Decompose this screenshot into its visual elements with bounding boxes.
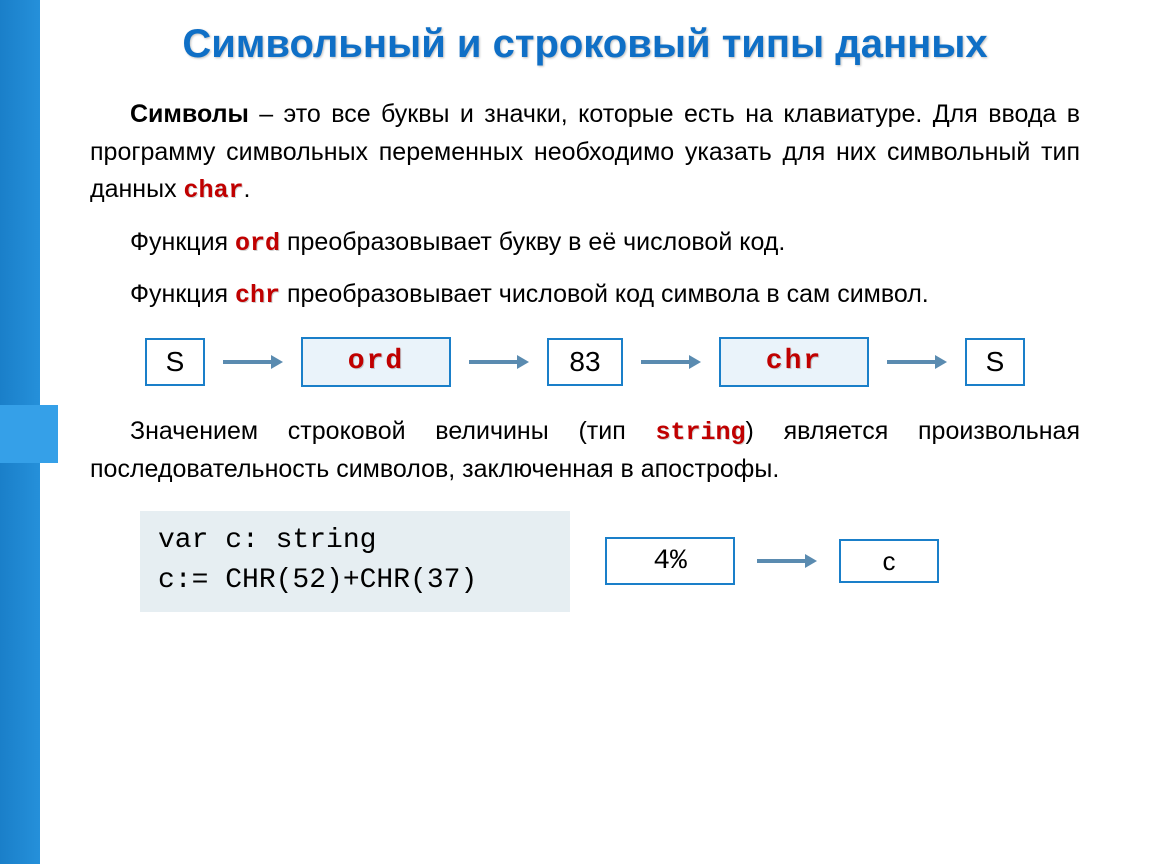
slide-content: Символьный и строковый типы данных Симво…: [90, 20, 1080, 612]
kw-string: string: [656, 418, 746, 447]
para-ord-post: преобразовывает букву в её числовой код.: [280, 228, 785, 256]
code-example: var c: string c:= CHR(52)+CHR(37): [140, 511, 570, 612]
diagram-node-83: 83: [547, 338, 623, 386]
diagram-chr-label: chr: [766, 346, 822, 377]
arrow-icon: [223, 355, 283, 369]
para-chr-pre: Функция: [130, 280, 235, 308]
side-accent-square: [0, 405, 58, 463]
example-row: var c: string c:= CHR(52)+CHR(37) 4% c: [140, 511, 1080, 612]
diagram-node-ord: ord: [301, 337, 451, 387]
arrow-icon: [887, 355, 947, 369]
kw-chr: chr: [235, 281, 280, 310]
slide-title: Символьный и строковый типы данных: [90, 20, 1080, 68]
arrow-icon: [757, 554, 817, 568]
term-symbols: Символы: [130, 100, 249, 128]
result-diagram: 4% c: [605, 537, 939, 585]
arrow-icon: [469, 355, 529, 369]
para-ord: Функция ord преобразовывает букву в её ч…: [90, 224, 1080, 263]
para-chr-post: преобразовывает числовой код символа в с…: [280, 280, 929, 308]
kw-ord: ord: [235, 229, 280, 258]
arrow-icon: [641, 355, 701, 369]
result-var-box: c: [839, 539, 939, 583]
para-symbols: Символы – это все буквы и значки, которы…: [90, 96, 1080, 210]
diagram-node-s2: S: [965, 338, 1025, 386]
code-line-1: var c: string: [158, 521, 552, 562]
para-string: Значением строковой величины (тип string…: [90, 413, 1080, 489]
diagram-node-chr: chr: [719, 337, 869, 387]
para-symbols-tail: .: [244, 175, 251, 203]
para-string-pre: Значением строковой величины (тип: [130, 417, 656, 445]
diagram-node-s1: S: [145, 338, 205, 386]
para-ord-pre: Функция: [130, 228, 235, 256]
diagram-ord-label: ord: [348, 346, 404, 377]
kw-char: char: [184, 176, 244, 205]
result-value-box: 4%: [605, 537, 735, 585]
para-chr: Функция chr преобразовывает числовой код…: [90, 276, 1080, 315]
conversion-diagram: S ord 83 chr S: [90, 337, 1080, 387]
code-line-2: c:= CHR(52)+CHR(37): [158, 561, 552, 602]
